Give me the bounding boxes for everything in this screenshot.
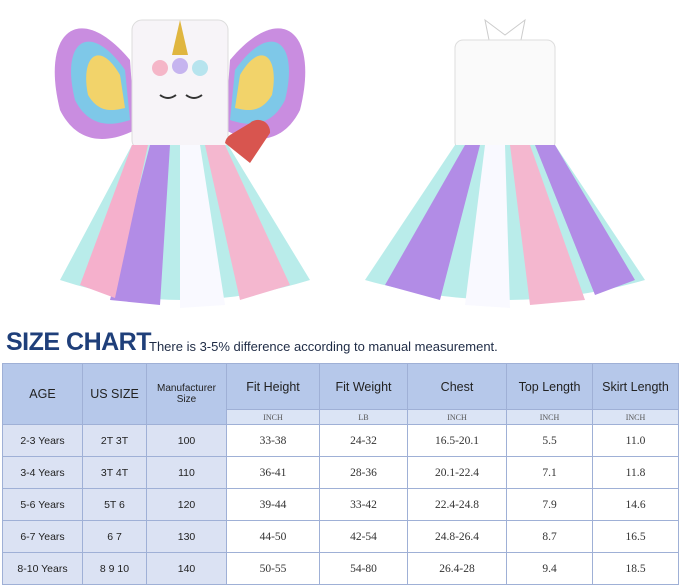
cell-skirt-length: 14.6 bbox=[592, 488, 679, 521]
unit-top-length: INCH bbox=[506, 409, 593, 425]
size-chart-table: AGE US SIZE Manufacturer Size Fit Height… bbox=[2, 363, 679, 585]
cell-chest: 20.1-22.4 bbox=[407, 456, 507, 489]
cell-chest: 24.8-26.4 bbox=[407, 520, 507, 553]
cell-top-length: 7.9 bbox=[506, 488, 593, 521]
cell-fit-height: 39-44 bbox=[226, 488, 320, 521]
cell-fit-weight: 54-80 bbox=[319, 552, 408, 585]
header-fit-height: Fit Height bbox=[226, 363, 320, 410]
cell-skirt-length: 11.0 bbox=[592, 424, 679, 457]
cell-us-size: 2T 3T bbox=[82, 424, 147, 457]
unit-fit-weight: LB bbox=[319, 409, 408, 425]
cell-fit-weight: 33-42 bbox=[319, 488, 408, 521]
cell-skirt-length: 16.5 bbox=[592, 520, 679, 553]
cell-us-size: 6 7 bbox=[82, 520, 147, 553]
cell-us-size: 8 9 10 bbox=[82, 552, 147, 585]
dress-front-image bbox=[54, 19, 310, 308]
cell-skirt-length: 18.5 bbox=[592, 552, 679, 585]
cell-fit-weight: 28-36 bbox=[319, 456, 408, 489]
cell-chest: 26.4-28 bbox=[407, 552, 507, 585]
header-skirt-length: Skirt Length bbox=[592, 363, 679, 410]
table-row: 8-10 Years 8 9 10 140 50-55 54-80 26.4-28 9.4 1… bbox=[2, 552, 679, 585]
cell-age: 8-10 Years bbox=[2, 552, 83, 585]
measurement-note: There is 3-5% difference according to ma… bbox=[149, 339, 498, 354]
table-row: 2-3 Years 2T 3T 100 33-38 24-32 16.5-20.1 5.5 1… bbox=[2, 424, 679, 457]
cell-manufacturer-size: 100 bbox=[146, 424, 227, 457]
cell-chest: 22.4-24.8 bbox=[407, 488, 507, 521]
cell-skirt-length: 11.8 bbox=[592, 456, 679, 489]
cell-us-size: 5T 6 bbox=[82, 488, 147, 521]
header-chest: Chest bbox=[407, 363, 507, 410]
header-manufacturer-size: Manufacturer Size bbox=[146, 363, 227, 425]
cell-manufacturer-size: 110 bbox=[146, 456, 227, 489]
cell-top-length: 9.4 bbox=[506, 552, 593, 585]
cell-fit-weight: 24-32 bbox=[319, 424, 408, 457]
cell-age: 2-3 Years bbox=[2, 424, 83, 457]
header-top-length: Top Length bbox=[506, 363, 593, 410]
cell-fit-height: 33-38 bbox=[226, 424, 320, 457]
cell-manufacturer-size: 120 bbox=[146, 488, 227, 521]
cell-age: 5-6 Years bbox=[2, 488, 83, 521]
table-row: 5-6 Years 5T 6 120 39-44 33-42 22.4-24.8 7.9 14… bbox=[2, 488, 679, 521]
table-row: 6-7 Years 6 7 130 44-50 42-54 24.8-26.4 8.7 16.… bbox=[2, 520, 679, 553]
table-row: 3-4 Years 3T 4T 110 36-41 28-36 20.1-22.4 7.1 1… bbox=[2, 456, 679, 489]
cell-manufacturer-size: 140 bbox=[146, 552, 227, 585]
cell-us-size: 3T 4T bbox=[82, 456, 147, 489]
header-fit-weight: Fit Weight bbox=[319, 363, 408, 410]
cell-top-length: 7.1 bbox=[506, 456, 593, 489]
cell-fit-height: 44-50 bbox=[226, 520, 320, 553]
cell-fit-height: 50-55 bbox=[226, 552, 320, 585]
cell-top-length: 5.5 bbox=[506, 424, 593, 457]
unit-chest: INCH bbox=[407, 409, 507, 425]
cell-age: 3-4 Years bbox=[2, 456, 83, 489]
cell-manufacturer-size: 130 bbox=[146, 520, 227, 553]
cell-chest: 16.5-20.1 bbox=[407, 424, 507, 457]
size-chart-title: SIZE CHART bbox=[6, 328, 152, 356]
unit-fit-height: INCH bbox=[226, 409, 320, 425]
cell-fit-height: 36-41 bbox=[226, 456, 320, 489]
header-age: AGE bbox=[2, 363, 83, 425]
dress-back-image bbox=[365, 18, 645, 308]
cell-top-length: 8.7 bbox=[506, 520, 593, 553]
unit-skirt-length: INCH bbox=[592, 409, 679, 425]
unit-row: INCH LB INCH INCH INCH bbox=[3, 409, 679, 425]
header-us-size: US SIZE bbox=[82, 363, 147, 425]
cell-age: 6-7 Years bbox=[2, 520, 83, 553]
table-header-row: AGE US SIZE Manufacturer Size Fit Height… bbox=[2, 363, 679, 425]
rainbow-wings bbox=[54, 28, 306, 139]
cell-fit-weight: 42-54 bbox=[319, 520, 408, 553]
